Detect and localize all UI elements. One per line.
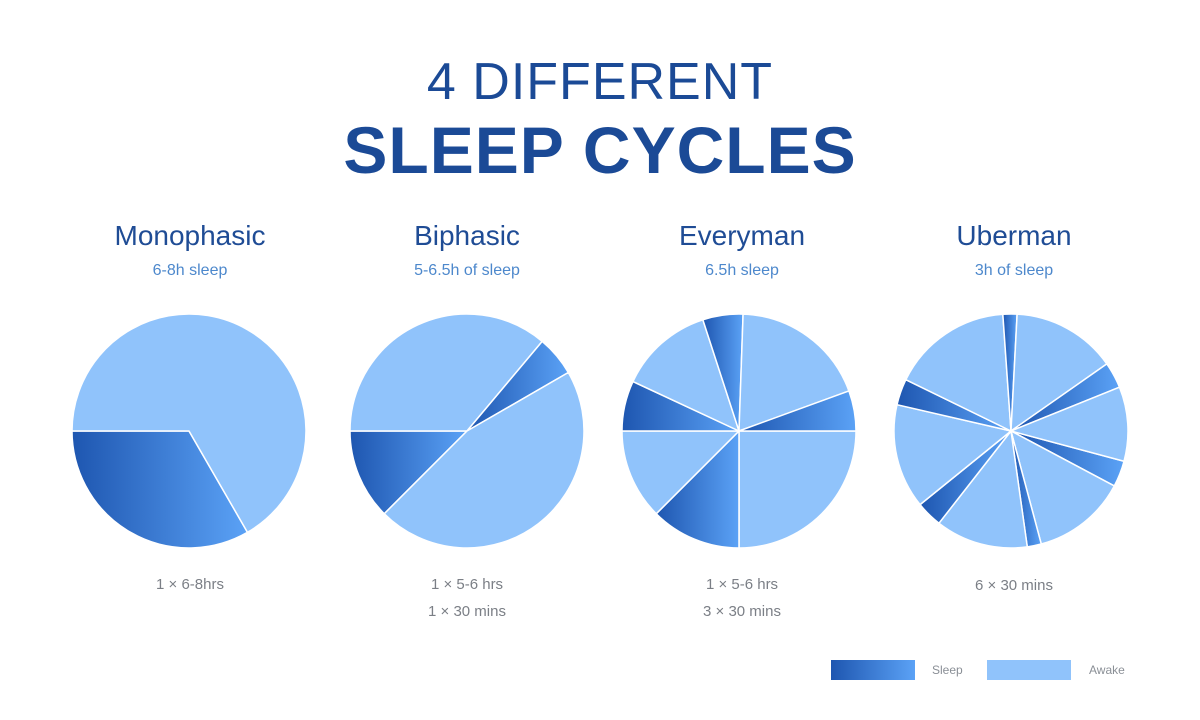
chart-title-monophasic: Monophasic [114,220,266,251]
pie-slice-awake-4 [632,318,740,432]
pie-slice-awake-1 [71,313,307,534]
chart-title-uberman: Uberman [956,220,1072,251]
pie-slice-awake-3 [383,371,585,549]
title-line-1: 4 DIFFERENT [426,53,774,111]
pie-slice-sleep-0 [349,430,468,515]
pie-slice-sleep-0 [71,430,249,549]
pie-monophasic [71,313,307,549]
pie-slice-awake-7 [905,313,1012,432]
pie-slice-awake-3 [938,430,1029,549]
pie-slice-awake-11 [1010,386,1129,463]
pie-slice-sleep-7 [738,390,857,432]
chart-title-everyman: Everyman [678,220,806,251]
legend-sleep-swatch [831,660,915,680]
pie-slice-awake-2 [621,430,740,515]
pie-slice-awake-1 [1010,430,1116,545]
legend-awake-label: Awake [1089,663,1125,677]
chart-note-everyman-1: 1 × 5-6 hrs [705,576,779,593]
legend-awake-swatch [987,660,1071,680]
title-line-2: SLEEP CYCLES [343,113,857,187]
pie-biphasic [349,313,585,549]
pie-slice-awake-9 [1010,313,1108,432]
pie-slice-awake-0 [738,430,857,549]
chart-subtitle-uberman: 3h of sleep [974,262,1054,279]
chart-note-biphasic-2: 1 × 30 mins [428,603,506,620]
legend-sleep-label: Sleep [932,663,963,677]
chart-subtitle-everyman: 6.5h sleep [705,262,779,279]
pie-slice-awake-6 [738,313,850,432]
chart-note-biphasic-1: 1 × 5-6 hrs [430,576,504,593]
chart-note-monophasic-1: 1 × 6-8hrs [156,576,224,593]
chart-note-everyman-2: 3 × 30 mins [703,603,781,620]
chart-subtitle-monophasic: 6-8h sleep [152,262,228,279]
pie-slice-awake-1 [349,313,543,432]
pie-everyman [621,313,857,549]
pie-slice-awake-5 [893,403,1012,506]
chart-subtitle-biphasic: 5-6.5h of sleep [414,262,520,279]
chart-title-biphasic: Biphasic [414,220,520,251]
pie-slice-sleep-1 [655,430,740,549]
chart-note-uberman-1: 6 × 30 mins [975,577,1053,594]
pie-uberman [893,313,1129,549]
